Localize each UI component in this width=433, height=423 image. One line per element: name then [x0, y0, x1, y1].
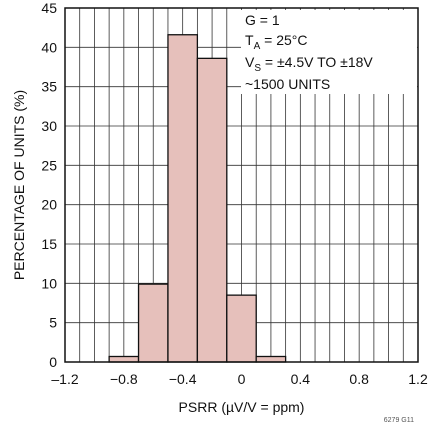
annotation-temp-prefix: T	[245, 32, 254, 48]
plot-frame	[64, 7, 419, 363]
x-tick-labels: –1.2 −0.8 −0.4 0 0.4 0.8 1.2	[51, 371, 428, 387]
x-tick-label: −0.4	[169, 371, 197, 387]
histogram-bar	[255, 355, 287, 363]
y-tick-label: 5	[49, 315, 57, 331]
y-tick-label: 15	[41, 236, 57, 252]
x-tick-label: 1.2	[408, 371, 428, 387]
x-tick-label: 0	[238, 371, 246, 387]
x-tick-label: –1.2	[51, 371, 78, 387]
y-tick-label: 45	[41, 0, 57, 16]
annotation-temp-value: = 25°C	[260, 32, 307, 48]
histogram-bar	[108, 355, 140, 363]
histogram-bar	[167, 34, 199, 363]
conditions-annotation: G = 1 TA = 25°C VS = ±4.5V TO ±18V ~1500…	[241, 10, 417, 94]
annotation-temperature: TA = 25°C	[245, 32, 307, 52]
x-tick-label: 0.8	[349, 371, 369, 387]
histogram-bar	[226, 294, 257, 363]
y-tick-labels: 0 5 10 15 20 25 30 35 40 45	[41, 0, 57, 370]
annotation-supply-value: = ±4.5V TO ±18V	[261, 54, 373, 70]
annotation-unit-count: ~1500 UNITS	[245, 76, 330, 92]
annotation-supply-subscript: S	[254, 63, 261, 74]
x-axis-label: PSRR (µV/V = ppm)	[179, 399, 305, 415]
y-tick-label: 40	[41, 39, 57, 55]
y-axis-label: PERCENTAGE OF UNITS (%)	[11, 90, 27, 280]
histogram-bar	[137, 283, 169, 363]
annotation-gain: G = 1	[245, 12, 280, 28]
y-tick-label: 20	[41, 197, 57, 213]
y-tick-label: 35	[41, 79, 57, 95]
y-tick-label: 30	[41, 118, 57, 134]
y-tick-label: 10	[41, 275, 57, 291]
annotation-background	[241, 10, 417, 94]
y-tick-label: 0	[49, 354, 57, 370]
annotation-supply: VS = ±4.5V TO ±18V	[245, 54, 373, 74]
y-tick-label: 25	[41, 157, 57, 173]
histogram-bar	[196, 57, 228, 363]
figure-id: 6279 G11	[384, 417, 414, 423]
x-tick-label: 0.4	[291, 371, 311, 387]
histogram-bars	[108, 34, 287, 363]
annotation-supply-prefix: V	[245, 54, 255, 70]
annotation-temp-subscript: A	[254, 41, 261, 52]
x-tick-label: −0.8	[110, 371, 138, 387]
